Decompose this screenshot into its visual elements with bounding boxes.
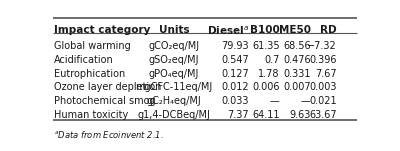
Text: 0.021: 0.021 [310,96,337,106]
Text: Ozone layer depletion: Ozone layer depletion [54,82,162,92]
Text: gC₂H₄eq/MJ: gC₂H₄eq/MJ [147,96,201,106]
Text: Acidification: Acidification [54,55,114,65]
Text: 0.396: 0.396 [310,55,337,65]
Text: —: — [301,96,311,106]
Text: 0.012: 0.012 [221,82,249,92]
Text: g1,4-DCBeq/MJ: g1,4-DCBeq/MJ [138,110,210,120]
Text: −7.32: −7.32 [307,41,337,51]
Text: 0.7: 0.7 [264,55,280,65]
Text: 0.007: 0.007 [283,82,311,92]
Text: 0.003: 0.003 [310,82,337,92]
Text: mgCFC-11eq/MJ: mgCFC-11eq/MJ [135,82,213,92]
Text: 0.331: 0.331 [283,69,311,79]
Text: $^a$Data from Ecoinvent 2.1.: $^a$Data from Ecoinvent 2.1. [54,129,164,140]
Text: gCO₂eq/MJ: gCO₂eq/MJ [148,41,200,51]
Text: 0.547: 0.547 [221,55,249,65]
Text: Eutrophication: Eutrophication [54,69,126,79]
Text: Photochemical smog: Photochemical smog [54,96,156,106]
Text: 0.127: 0.127 [221,69,249,79]
Text: 9.63: 9.63 [289,110,311,120]
Text: ME50: ME50 [279,25,311,35]
Text: gPO₄eq/MJ: gPO₄eq/MJ [149,69,199,79]
Text: 7.37: 7.37 [227,110,249,120]
Text: 63.67: 63.67 [310,110,337,120]
Text: 7.67: 7.67 [316,69,337,79]
Text: Diesel$^a$: Diesel$^a$ [207,25,249,37]
Text: Human toxicity: Human toxicity [54,110,128,120]
Text: Impact category: Impact category [54,25,151,35]
Text: B100: B100 [250,25,280,35]
Text: 0.476: 0.476 [283,55,311,65]
Text: gSO₂eq/MJ: gSO₂eq/MJ [149,55,199,65]
Text: 79.93: 79.93 [221,41,249,51]
Text: 0.033: 0.033 [221,96,249,106]
Text: Global warming: Global warming [54,41,131,51]
Text: —: — [270,96,280,106]
Text: 1.78: 1.78 [258,69,280,79]
Text: 0.006: 0.006 [252,82,280,92]
Text: RD: RD [320,25,337,35]
Text: Units: Units [159,25,189,35]
Text: 68.56: 68.56 [283,41,311,51]
Text: 64.11: 64.11 [252,110,280,120]
Text: 61.35: 61.35 [252,41,280,51]
